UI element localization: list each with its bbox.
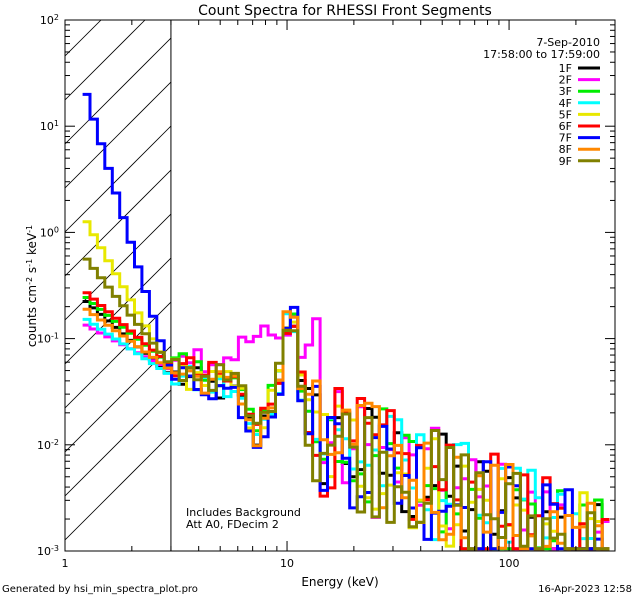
chart-title: Count Spectra for RHESSI Front Segments	[198, 3, 492, 19]
legend-label-8F: 8F	[559, 143, 572, 156]
series-line-6F	[82, 291, 610, 551]
plot-frame	[64, 19, 616, 552]
hatch-line	[65, 389, 172, 497]
series-line-5F	[82, 220, 610, 551]
legend-label-2F: 2F	[559, 74, 572, 87]
x-axis-label: Energy (keV)	[301, 575, 378, 589]
series-line-1F	[82, 300, 610, 551]
series-line-7F	[82, 92, 610, 551]
time-range-label: 17:58:00 to 17:59:00	[483, 48, 600, 61]
legend-label-1F: 1F	[559, 62, 572, 75]
series-line-8F	[82, 307, 610, 551]
y-tick-label: 101	[40, 119, 59, 134]
x-tick-label: 1	[62, 557, 69, 570]
hatch-line	[65, 0, 171, 12]
hatch-line	[65, 301, 172, 409]
series-line-3F	[82, 296, 610, 551]
series-line-4F	[82, 312, 610, 551]
annotation-attenuator: Att A0, FDecim 2	[186, 518, 279, 531]
legend-label-6F: 6F	[559, 120, 572, 133]
legend-label-7F: 7F	[559, 132, 572, 145]
legend-label-9F: 9F	[559, 155, 572, 168]
series-line-9F	[82, 257, 610, 551]
x-tick-label: 10	[280, 557, 294, 570]
x-tick-label: 100	[499, 557, 520, 570]
generated-by-note: Generated by hsi_min_spectra_plot.pro	[2, 584, 198, 595]
series-line-2F	[82, 313, 610, 551]
legend-label-4F: 4F	[559, 97, 572, 110]
legend-label-3F: 3F	[559, 85, 572, 98]
hatch-line	[65, 213, 172, 321]
hatch-line	[65, 433, 172, 541]
y-axis-label: counts cm-2 s-1 keV-1	[25, 225, 40, 347]
hatch-line	[65, 257, 172, 365]
hatch-line	[65, 125, 172, 233]
annotation-background: Includes Background	[186, 506, 301, 519]
generation-timestamp: 16-Apr-2023 12:58	[538, 584, 632, 595]
y-tick-label: 102	[40, 13, 59, 28]
hatch-line	[65, 37, 172, 145]
hatch-line	[65, 169, 172, 277]
date-label: 7-Sep-2010	[536, 36, 600, 49]
y-tick-label: 10-2	[37, 437, 59, 452]
hatch-line	[65, 20, 102, 57]
hatch-line	[65, 81, 172, 189]
y-tick-label: 100	[40, 225, 59, 240]
legend-label-5F: 5F	[559, 108, 572, 121]
hatch-line	[65, 20, 146, 101]
y-tick-label: 10-1	[37, 331, 59, 346]
y-tick-label: 10-3	[37, 544, 59, 559]
